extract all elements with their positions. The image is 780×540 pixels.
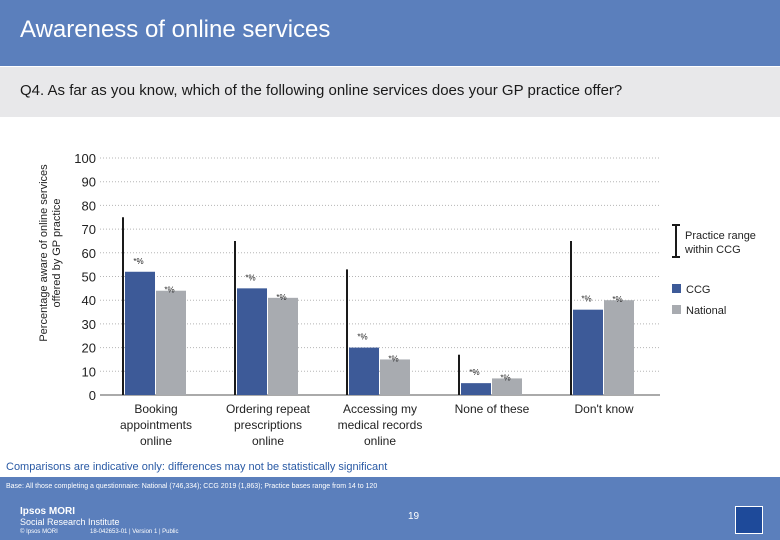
y-tick-label-60: 60 (82, 246, 96, 261)
legend-swatch-ccg (672, 284, 681, 293)
x-tick-label: Booking (134, 402, 177, 416)
x-tick-label: Don't know (575, 402, 634, 416)
job-reference-text: 18-042653-01 | Version 1 | Public (90, 529, 179, 535)
y-tick-label-30: 30 (82, 317, 96, 332)
page-number: 19 (408, 511, 420, 522)
bar-national (380, 359, 410, 395)
data-label: *% (245, 273, 255, 282)
data-label: *% (133, 257, 143, 266)
data-label: *% (469, 368, 479, 377)
x-tick-label: online (252, 434, 284, 448)
bar-ccg (125, 271, 155, 395)
comparison-note: Comparisons are indicative only: differe… (6, 461, 388, 473)
legend-label-range-line2: within CCG (684, 244, 741, 256)
legend-label-ccg: CCG (686, 284, 710, 296)
y-tick-label-80: 80 (82, 198, 96, 213)
bar-national (268, 297, 298, 395)
y-tick-label-90: 90 (82, 175, 96, 190)
legend-label-national: National (686, 305, 726, 317)
bar-ccg (349, 347, 379, 395)
data-label: *% (357, 333, 367, 342)
data-label: *% (612, 295, 622, 304)
question-bar (0, 67, 780, 117)
legend-label-range: Practice range (685, 230, 756, 242)
bar-national (604, 300, 634, 395)
x-tick-label: online (364, 434, 396, 448)
x-tick-label: medical records (338, 418, 423, 432)
x-tick-label: appointments (120, 418, 192, 432)
bar-ccg (461, 383, 491, 395)
question-text: Q4. As far as you know, which of the fol… (20, 82, 623, 99)
bar-national (156, 290, 186, 395)
ipsos-mori-logo-text: Ipsos MORI (20, 506, 76, 517)
ipsos-logo-icon (735, 506, 763, 534)
data-label: *% (164, 286, 174, 295)
x-tick-label: Ordering repeat (226, 402, 311, 416)
y-tick-label-50: 50 (82, 270, 96, 285)
social-research-institute-text: Social Research Institute (20, 517, 120, 527)
page-title: Awareness of online services (20, 16, 331, 43)
y-tick-label-100: 100 (74, 151, 96, 166)
bar-ccg (237, 288, 267, 395)
bar-national (492, 378, 522, 395)
data-label: *% (500, 373, 510, 382)
y-tick-label-40: 40 (82, 293, 96, 308)
x-tick-label: None of these (455, 402, 530, 416)
legend-swatch-national (672, 305, 681, 314)
y-tick-label-10: 10 (82, 364, 96, 379)
data-label: *% (388, 354, 398, 363)
copyright-text: © Ipsos MORI (20, 529, 58, 535)
x-tick-label: Accessing my (343, 402, 417, 416)
x-tick-label: prescriptions (234, 418, 302, 432)
bar-chart: 0 10 20 30 40 50 60 70 80 90 100 *% *% Booking appoint… (74, 151, 756, 448)
y-tick-label-70: 70 (82, 222, 96, 237)
y-tick-label-20: 20 (82, 341, 96, 356)
y-tick-label-0: 0 (89, 388, 96, 403)
bar-ccg (573, 309, 603, 395)
base-text: Base: All those completing a questionnai… (6, 483, 378, 490)
header-bar (0, 0, 780, 66)
footer-bar (0, 477, 780, 540)
data-label: *% (276, 293, 286, 302)
data-label: *% (581, 295, 591, 304)
x-tick-label: online (140, 434, 172, 448)
